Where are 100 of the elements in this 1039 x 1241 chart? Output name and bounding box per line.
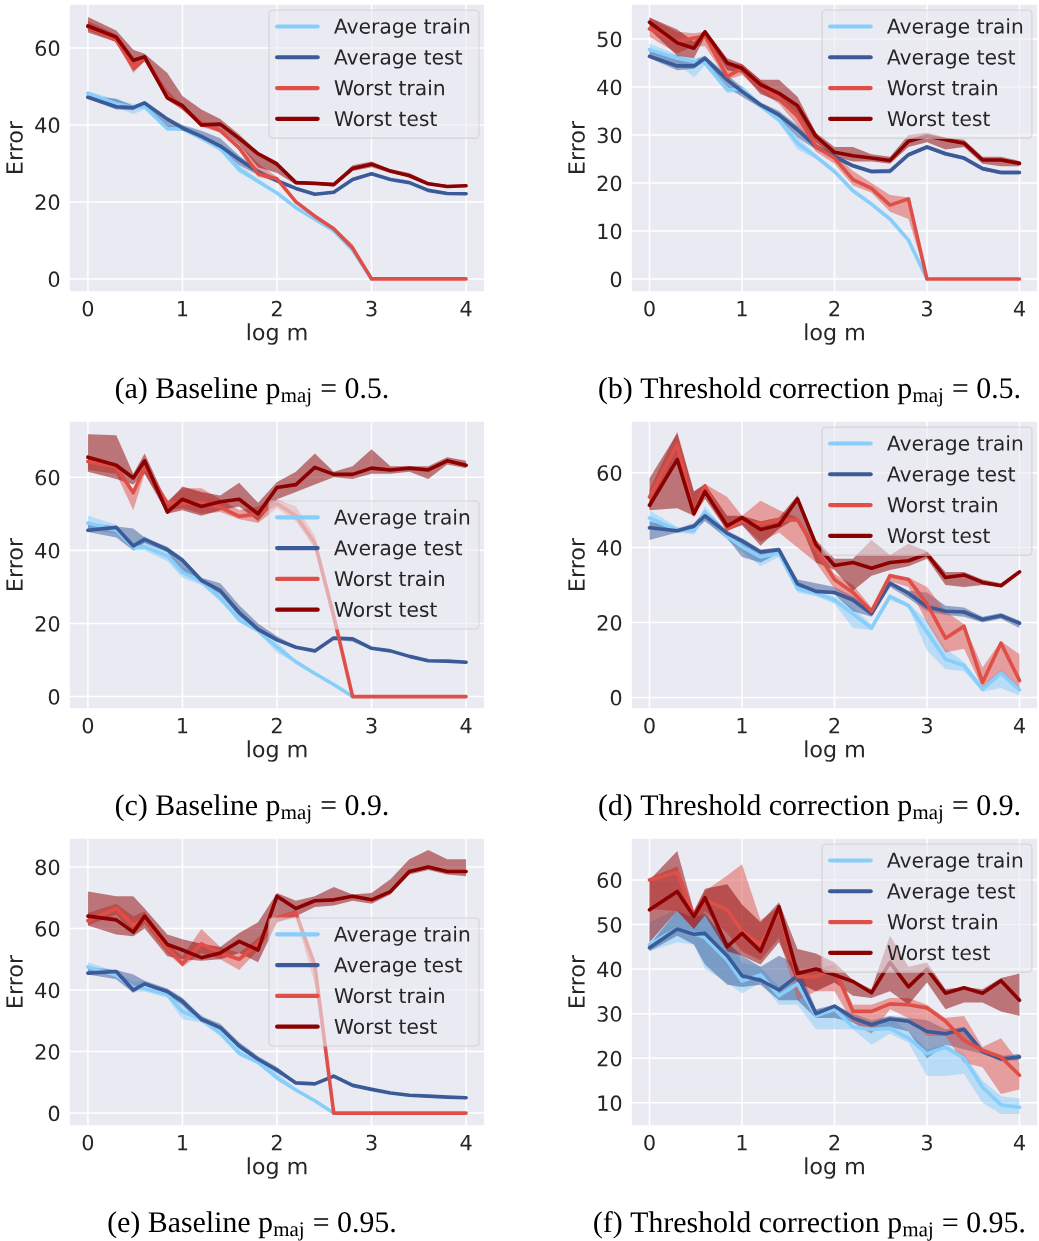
y-tick-label: 40	[597, 961, 622, 978]
y-tick-label: 20	[597, 614, 622, 631]
x-tick-label: 0	[82, 1134, 94, 1151]
y-axis-title: Error	[568, 537, 585, 590]
text: (f) Threshold correction p$_{maj}$ = 0.95.	[594, 1211, 1024, 1241]
legend-label: Worst train	[334, 79, 444, 96]
y-tick-label: 30	[597, 1006, 622, 1022]
legend-label: Worst test	[887, 111, 990, 127]
y-tick-label: 20	[35, 1043, 60, 1060]
y-tick-label: 20	[597, 1050, 622, 1067]
y-tick-label: 0	[48, 689, 60, 705]
legend-label: Worst test	[334, 111, 437, 127]
x-tick-label: 4	[460, 717, 472, 734]
x-tick-label: 0	[644, 1134, 655, 1151]
legend-label: Worst train	[334, 570, 444, 587]
y-tick-label: 60	[35, 920, 60, 937]
legend-label: Worst train	[887, 79, 997, 96]
legend-label: Average test	[334, 540, 463, 560]
legend-label: Worst train	[887, 913, 997, 930]
x-tick-label: 0	[644, 300, 655, 317]
x-tick-label: 3	[921, 1134, 932, 1151]
legend-label: Average train	[334, 509, 470, 529]
y-tick-label: 60	[35, 469, 60, 486]
y-tick-label: 0	[610, 689, 622, 706]
legend-label: Worst test	[887, 945, 990, 961]
legend-label: Average test	[887, 883, 1016, 903]
legend-label: Worst test	[334, 1018, 437, 1035]
y-tick-label: 20	[597, 175, 622, 192]
x-axis-title: log m	[805, 740, 864, 762]
y-tick-label: 60	[597, 872, 622, 889]
legend-label: Worst train	[334, 987, 444, 1004]
x-tick-label: 1	[737, 300, 747, 317]
y-tick-label: 60	[597, 465, 622, 481]
text: (a) Baseline p$_{maj}$ = 0.5.	[115, 377, 388, 407]
y-tick-label: 40	[35, 982, 60, 999]
legend-label: Average test	[334, 49, 463, 69]
legend-label: Average train	[334, 926, 470, 946]
text: (e) Baseline p$_{maj}$ = 0.95.	[108, 1211, 395, 1241]
text: (d) Threshold correction p$_{maj}$ = 0.9.	[599, 794, 1020, 824]
y-tick-label: 60	[35, 40, 60, 57]
x-tick-label: 2	[271, 300, 282, 317]
x-tick-label: 2	[271, 717, 282, 734]
legend-label: Worst train	[887, 496, 997, 513]
y-tick-label: 20	[35, 615, 60, 632]
x-tick-label: 3	[366, 717, 377, 734]
x-tick-label: 4	[1013, 1134, 1025, 1151]
x-axis-title: log m	[247, 323, 307, 345]
y-tick-label: 0	[48, 1105, 60, 1122]
x-tick-label: 2	[829, 1134, 840, 1151]
x-tick-label: 4	[460, 300, 472, 317]
x-tick-label: 3	[921, 300, 932, 317]
y-tick-label: 10	[598, 1095, 622, 1112]
legend-label: Average train	[887, 435, 1023, 455]
x-tick-label: 4	[460, 1134, 472, 1151]
legend-label: Average train	[334, 18, 470, 38]
legend-label: Average train	[887, 18, 1023, 38]
y-axis-title: Error	[6, 954, 23, 1007]
x-tick-label: 3	[366, 300, 377, 317]
text: (c) Baseline p$_{maj}$ = 0.9.	[115, 794, 388, 824]
x-axis-title: log m	[805, 323, 864, 345]
y-axis-title: Error	[6, 120, 23, 173]
x-tick-label: 0	[82, 300, 94, 317]
x-tick-label: 1	[178, 300, 188, 317]
x-tick-label: 1	[737, 1134, 747, 1151]
x-tick-label: 3	[366, 1134, 377, 1151]
text: (b) Threshold correction p$_{maj}$ = 0.5.	[599, 377, 1020, 407]
x-tick-label: 4	[1013, 300, 1025, 317]
x-tick-label: 0	[82, 717, 94, 734]
y-axis-title: Error	[568, 954, 585, 1007]
legend-label: Average test	[887, 466, 1016, 486]
y-tick-label: 50	[597, 916, 622, 933]
y-axis-title: Error	[568, 120, 585, 173]
legend-label: Worst test	[887, 528, 990, 544]
x-tick-label: 0	[644, 717, 655, 734]
y-tick-label: 10	[598, 223, 622, 240]
x-tick-label: 2	[271, 1134, 282, 1151]
x-tick-label: 1	[737, 717, 747, 734]
x-tick-label: 4	[1013, 717, 1025, 734]
legend-label: Worst test	[334, 601, 437, 618]
y-tick-label: 40	[35, 542, 60, 559]
x-tick-label: 3	[921, 717, 932, 734]
y-tick-label: 40	[597, 79, 622, 96]
x-axis-title: log m	[247, 1157, 307, 1179]
y-tick-label: 0	[610, 271, 622, 288]
legend-label: Average test	[334, 957, 463, 977]
x-tick-label: 1	[178, 1134, 188, 1151]
x-tick-label: 2	[829, 717, 840, 734]
y-tick-label: 50	[597, 31, 622, 48]
legend-label: Average test	[887, 49, 1016, 69]
x-tick-label: 1	[178, 717, 188, 734]
y-tick-label: 40	[597, 540, 622, 556]
y-tick-label: 80	[35, 859, 60, 876]
x-tick-label: 2	[829, 300, 840, 317]
y-tick-label: 20	[35, 194, 60, 211]
x-axis-title: log m	[247, 740, 307, 762]
legend-label: Average train	[887, 852, 1023, 872]
y-tick-label: 30	[597, 127, 622, 144]
y-axis-title: Error	[6, 537, 23, 590]
x-axis-title: log m	[805, 1157, 864, 1179]
y-tick-label: 0	[48, 271, 60, 288]
